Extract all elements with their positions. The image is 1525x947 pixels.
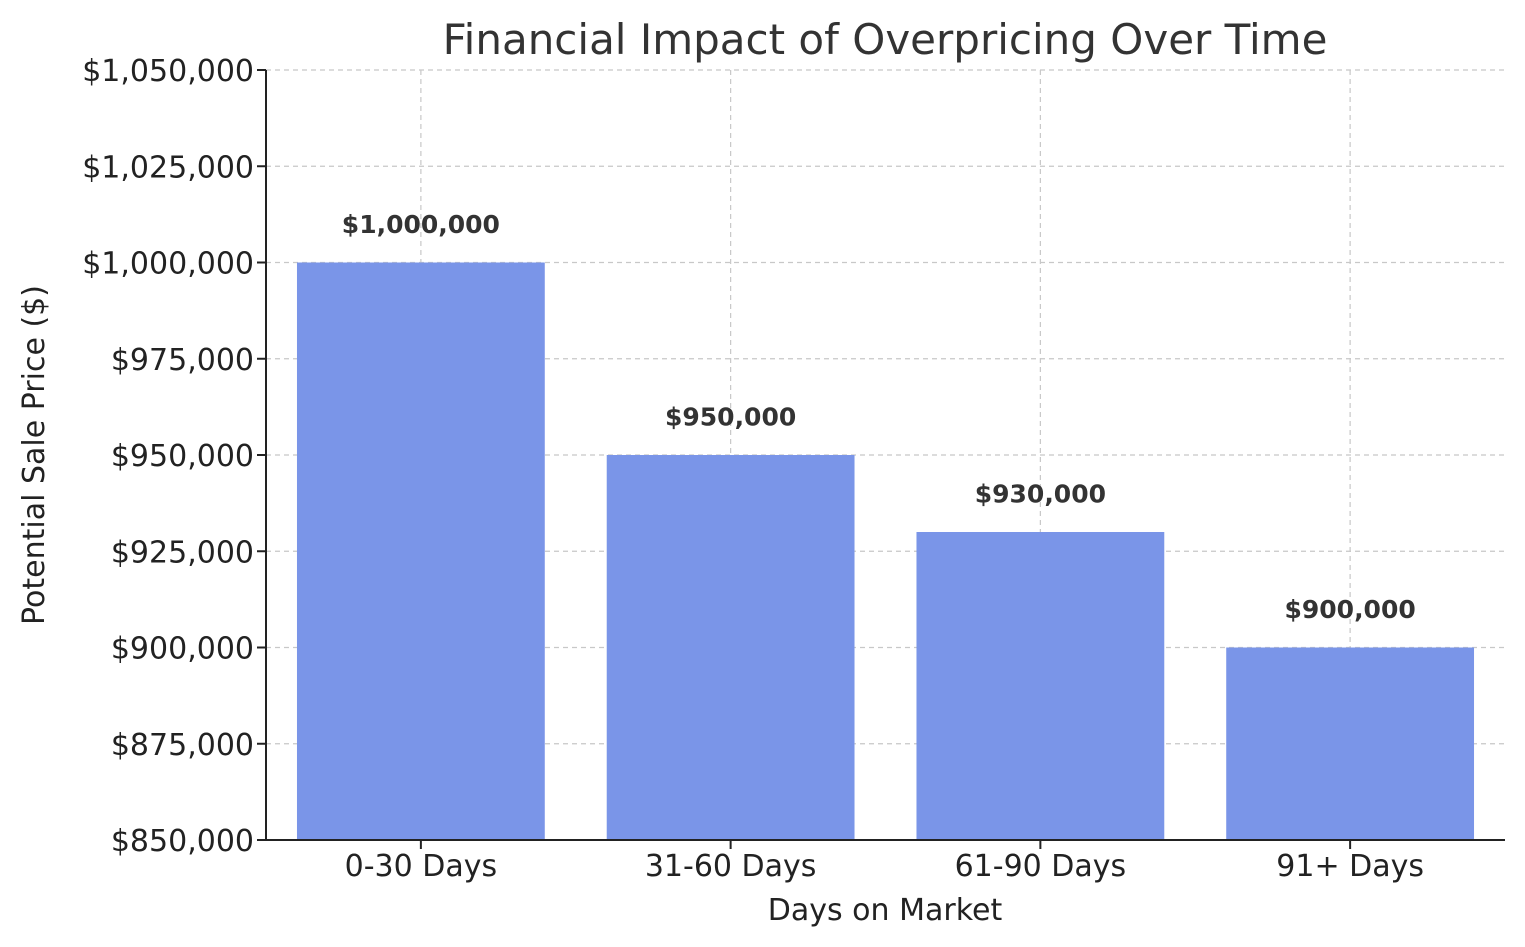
x-axis-label: Days on Market bbox=[768, 893, 1003, 928]
bar-data-label: $1,000,000 bbox=[342, 210, 500, 239]
bar bbox=[916, 532, 1165, 840]
y-tick-label: $925,000 bbox=[111, 535, 254, 570]
chart-title: Financial Impact of Overpricing Over Tim… bbox=[443, 15, 1328, 64]
bar-data-label: $930,000 bbox=[975, 480, 1106, 509]
y-tick-label: $950,000 bbox=[111, 439, 254, 474]
x-tick-label: 31-60 Days bbox=[645, 849, 817, 884]
y-tick-label: $1,000,000 bbox=[82, 247, 254, 282]
data-labels: $1,000,000 $950,000 $930,000 $900,000 bbox=[342, 210, 1416, 624]
bar-data-label: $950,000 bbox=[665, 403, 796, 432]
x-tick-label: 91+ Days bbox=[1276, 849, 1424, 884]
axes: $850,000 $875,000 $900,000 $925,000 $950,000… bbox=[82, 54, 1505, 884]
bars bbox=[296, 262, 1475, 840]
y-axis-label: Potential Sale Price ($) bbox=[17, 285, 52, 625]
bar bbox=[1226, 647, 1475, 840]
y-tick-label: $1,050,000 bbox=[82, 54, 254, 89]
y-tick-label: $1,025,000 bbox=[82, 150, 254, 185]
x-tick-label: 0-30 Days bbox=[345, 849, 498, 884]
y-tick-label: $850,000 bbox=[111, 824, 254, 859]
x-tick-label: 61-90 Days bbox=[955, 849, 1127, 884]
bar bbox=[296, 262, 545, 840]
y-tick-label: $975,000 bbox=[111, 343, 254, 378]
y-tick-label: $900,000 bbox=[111, 632, 254, 667]
y-tick-label: $875,000 bbox=[111, 728, 254, 763]
bar bbox=[606, 455, 855, 840]
bar-data-label: $900,000 bbox=[1284, 595, 1415, 624]
